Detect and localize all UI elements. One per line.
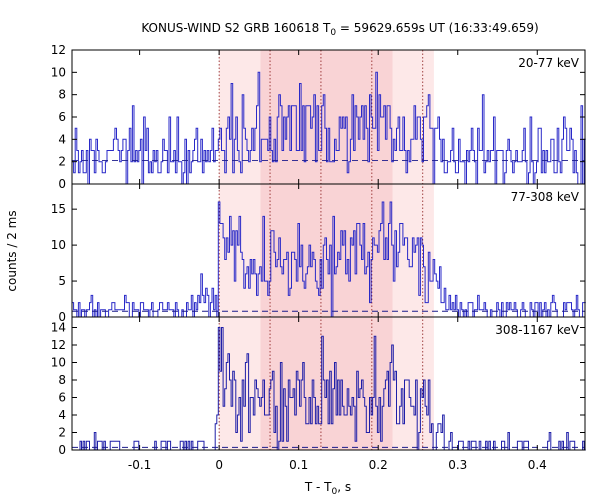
chart-title-subscript: 0 [330, 28, 336, 38]
panel-energy-label-0: 20-77 keV [518, 56, 580, 70]
x-axis-label-main: T - T [304, 480, 332, 494]
x-tick-label-5: 0.4 [528, 458, 547, 472]
chart-title: KONUS-WIND S2 GRB 160618 T0 = 59629.659s… [141, 21, 538, 38]
y-tick-label-1-2: 10 [51, 238, 66, 252]
y-tick-label-0-2: 4 [58, 132, 66, 146]
chart-title-rest: = 59629.659s UT (16:33:49.659) [336, 21, 539, 35]
chart-title-main: KONUS-WIND S2 GRB 160618 T [141, 21, 331, 35]
y-tick-label-0-3: 6 [58, 110, 66, 124]
y-tick-label-1-1: 5 [58, 274, 66, 288]
y-tick-label-0-6: 12 [51, 43, 66, 57]
y-axis-label: counts / 2 ms [5, 210, 19, 291]
panel-energy-label-2: 308-1167 keV [495, 323, 579, 337]
y-tick-label-2-1: 2 [58, 426, 66, 440]
y-tick-label-0-5: 10 [51, 65, 66, 79]
series-line-0 [72, 71, 586, 185]
series-line-1 [72, 201, 586, 318]
axis-labels: 0 2 4 6 8 10 12 20-77 keV 0 5 10 15 77-308 keV 0 2 4 6 8 1… [51, 43, 580, 472]
y-tick-label-0-4: 8 [58, 88, 66, 102]
y-tick-label-2-2: 4 [58, 408, 66, 422]
y-tick-label-2-0: 0 [58, 443, 66, 457]
y-tick-label-1-0: 0 [58, 310, 66, 324]
x-axis-label-subscript: 0 [332, 487, 338, 497]
background-dashed-lines [72, 160, 585, 448]
y-tick-label-2-7: 14 [51, 321, 66, 335]
x-tick-label-1: 0 [215, 458, 223, 472]
x-tick-label-0: -0.1 [128, 458, 151, 472]
panel-energy-label-1: 77-308 keV [511, 190, 580, 204]
y-tick-label-2-5: 10 [51, 356, 66, 370]
y-tick-label-2-4: 8 [58, 373, 66, 387]
x-axis-label-rest: , s [337, 480, 351, 494]
y-tick-label-2-3: 6 [58, 391, 66, 405]
x-tick-label-2: 0.1 [289, 458, 308, 472]
y-tick-label-0-0: 0 [58, 177, 66, 191]
y-tick-label-0-1: 2 [58, 155, 66, 169]
panel-frame-2 [71, 316, 586, 451]
y-tick-label-1-3: 15 [51, 202, 66, 216]
axis-ticks [72, 49, 585, 451]
x-axis-label: T - T0, s [304, 480, 351, 497]
x-tick-label-4: 0.3 [448, 458, 467, 472]
y-tick-label-2-6: 12 [51, 338, 66, 352]
x-tick-label-3: 0.2 [369, 458, 388, 472]
